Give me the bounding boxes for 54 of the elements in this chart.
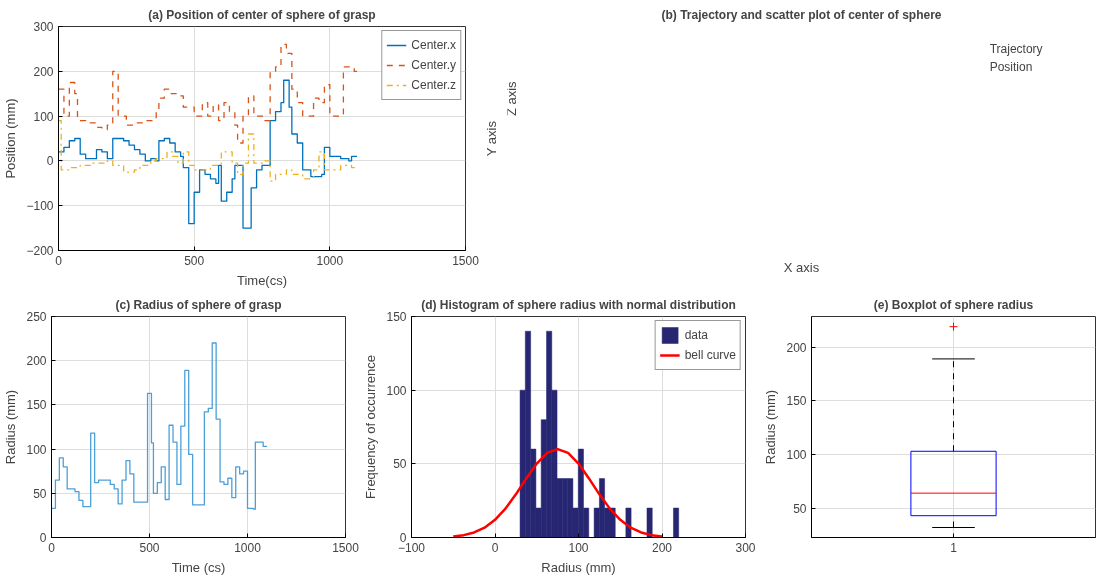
- text: Y axis: [483, 120, 499, 157]
- y-axis-title: Frequency of occurrence: [363, 355, 379, 499]
- x-tick-label: 100: [568, 540, 589, 555]
- x-tick-label: 200: [651, 540, 673, 555]
- legend-label: Center.x: [411, 38, 456, 52]
- x-tick-label: 500: [184, 253, 205, 268]
- chart-title: (e) Boxplot of sphere radius: [873, 297, 1034, 312]
- x-tick-label: 300: [735, 540, 756, 555]
- x-tick-label: 1500: [332, 540, 360, 555]
- x-tick-label: 1000: [316, 253, 344, 268]
- x-axis-title: Time(cs): [236, 272, 288, 288]
- y-tick-label: 0: [399, 531, 407, 545]
- y-tick-label: −200: [26, 244, 54, 258]
- y-tick-label: 100: [786, 447, 807, 462]
- x-tick-label: 1500: [452, 253, 480, 268]
- text: Z axis: [504, 80, 520, 117]
- x-tick-label: 1: [950, 540, 958, 555]
- legend-label: Center.y: [411, 58, 456, 72]
- y-tick-label: 100: [26, 442, 47, 457]
- x-axis-title: Radius (mm): [541, 559, 616, 575]
- y-tick-label: 100: [386, 383, 407, 398]
- y-tick-label: 300: [33, 20, 54, 34]
- y-tick-label: 250: [26, 310, 47, 324]
- text: Position: [989, 59, 1033, 74]
- chart-title: (c) Radius of sphere of grasp: [115, 297, 282, 312]
- text: (b) Trajectory and scatter plot of center of sphere: [661, 7, 942, 22]
- x-axis-title: Time (cs): [171, 559, 226, 575]
- y-tick-label: 200: [26, 354, 47, 369]
- x-tick-label: 0: [491, 540, 499, 555]
- y-tick-label: 50: [393, 457, 407, 472]
- y-tick-label: 0: [46, 154, 54, 169]
- y-tick-label: 200: [33, 64, 54, 79]
- x-tick-label: 500: [139, 540, 160, 555]
- y-tick-label: 150: [386, 310, 407, 324]
- y-tick-label: 200: [786, 340, 807, 355]
- y-tick-label: 150: [786, 394, 807, 409]
- y-tick-label: 150: [26, 398, 47, 413]
- y-tick-label: 50: [793, 501, 807, 516]
- y-axis-title: Position (mm): [3, 98, 19, 179]
- legend-label: Center.z: [411, 78, 456, 92]
- y-tick-label: −100: [26, 199, 54, 214]
- text: X axis: [783, 259, 820, 275]
- y-tick-label: 0: [39, 531, 47, 545]
- chart-title: (a) Position of center of sphere of grasp: [148, 7, 376, 22]
- chart-title: (d) Histogram of sphere radius with normal distribution: [421, 297, 736, 312]
- y-axis-title: Radius (mm): [3, 389, 19, 465]
- y-tick-label: 50: [33, 486, 47, 501]
- text: Trajectory: [989, 41, 1043, 56]
- x-tick-label: 1000: [234, 540, 262, 555]
- line-series: [452, 447, 664, 538]
- legend-label: data: [684, 328, 708, 342]
- y-tick-label: 100: [33, 109, 54, 124]
- y-axis-title: Radius (mm): [763, 389, 779, 465]
- legend-label: bell curve: [684, 348, 736, 362]
